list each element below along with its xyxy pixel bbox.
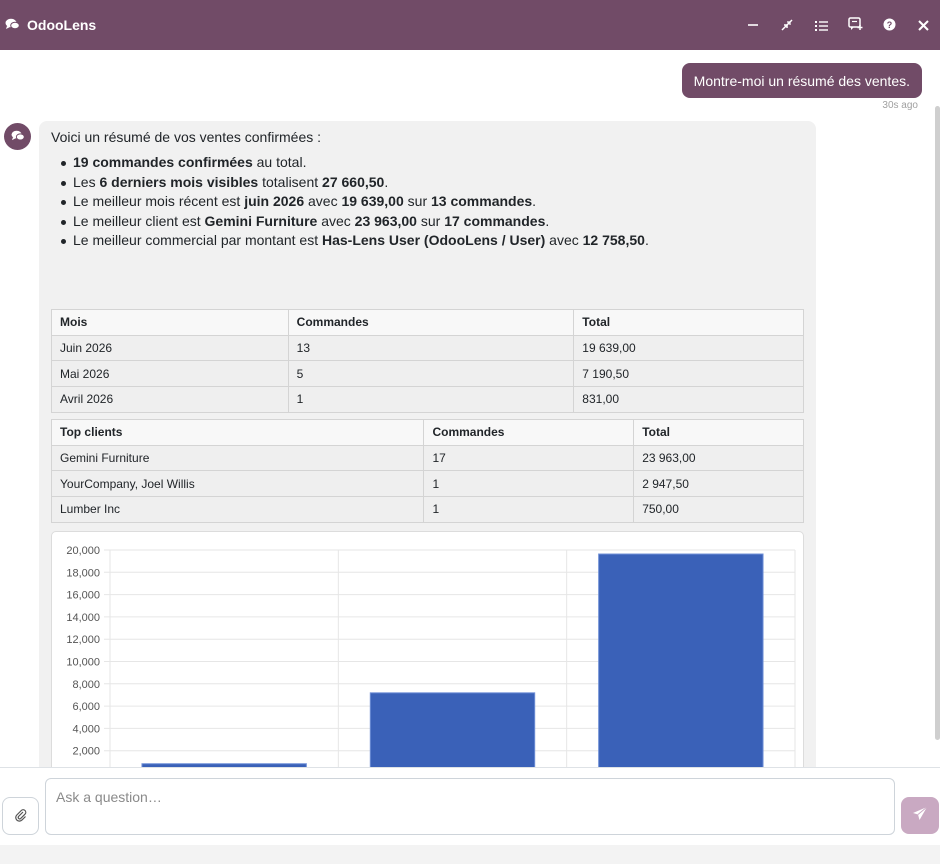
table-cell: Lumber Inc	[50, 496, 425, 523]
table-cell: 2 947,50	[633, 470, 804, 498]
column-header: Total	[573, 309, 804, 336]
table-cell: Gemini Furniture	[50, 444, 425, 472]
table-row: YourCompany, Joel Willis 1 2 947,50	[50, 470, 804, 498]
table-row: Mai 2026 5 7 190,50	[51, 360, 804, 388]
table-row: Gemini Furniture 17 23 963,00	[50, 444, 804, 472]
help-icon: ?	[883, 16, 896, 35]
chat-bubbles-icon	[5, 16, 20, 35]
chat-area[interactable]: Montre-moi un résumé des ventes. 30s ago…	[0, 50, 940, 768]
table-cell: 1	[423, 470, 635, 498]
bar	[369, 692, 536, 768]
table-row: Lumber Inc 1 750,00	[50, 496, 804, 523]
minimize-button[interactable]	[736, 0, 770, 50]
column-header: Mois	[51, 309, 289, 336]
summary-item: 19 commandes confirmées au total.	[51, 153, 811, 173]
chat-scrollbar[interactable]	[935, 106, 940, 740]
table-cell: 750,00	[633, 496, 804, 523]
table-cell: 831,00	[573, 386, 804, 413]
table-cell: YourCompany, Joel Willis	[50, 470, 425, 498]
table-row: Juin 2026 13 19 639,00	[51, 334, 804, 362]
summary-item: Les 6 derniers mois visibles totalisent …	[51, 173, 811, 193]
user-message-text: Montre-moi un résumé des ventes.	[693, 72, 910, 89]
y-tick-label: 12,000	[66, 634, 100, 646]
send-button[interactable]	[901, 797, 939, 834]
summary-item: Le meilleur mois récent est juin 2026 av…	[51, 192, 811, 212]
user-message: Montre-moi un résumé des ventes.	[681, 63, 922, 98]
y-tick-label: 16,000	[66, 590, 100, 602]
question-input[interactable]	[45, 778, 895, 835]
column-header: Total	[633, 419, 804, 446]
column-header: Top clients	[50, 419, 425, 446]
y-tick-label: 6,000	[72, 701, 100, 713]
table-cell: 1	[287, 386, 575, 413]
help-button[interactable]: ?	[872, 0, 906, 50]
send-icon	[912, 806, 928, 825]
list-icon	[814, 16, 828, 35]
minimize-icon	[747, 16, 759, 35]
y-tick-label: 10,000	[66, 657, 100, 669]
new-chat-button[interactable]	[838, 0, 872, 50]
y-tick-label: 18,000	[66, 567, 100, 579]
y-tick-label: 20,000	[66, 545, 100, 557]
summary-item: Le meilleur client est Gemini Furniture …	[51, 212, 811, 232]
bottom-strip	[0, 845, 940, 864]
app-title: OdooLens	[27, 17, 97, 33]
app-header: OdooLens ?	[0, 0, 940, 50]
table-row: Avril 2026 1 831,00	[51, 386, 804, 413]
table-cell: 23 963,00	[633, 444, 804, 472]
list-button[interactable]	[804, 0, 838, 50]
summary-item: Le meilleur commercial par montant est H…	[51, 231, 811, 251]
table-cell: Avril 2026	[51, 386, 289, 413]
paperclip-icon	[14, 807, 27, 826]
bot-intro: Voici un résumé de vos ventes confirmées…	[51, 129, 322, 145]
collapse-icon	[781, 16, 793, 35]
table-cell: 17	[423, 444, 635, 472]
table-cell: 13	[287, 334, 575, 362]
table-cell: 5	[287, 360, 575, 388]
table-cell: Mai 2026	[51, 360, 289, 388]
table-header-row: Mois Commandes Total	[51, 309, 804, 336]
composer-divider	[0, 767, 940, 768]
bot-message: Voici un résumé de vos ventes confirmées…	[39, 121, 816, 768]
table-header-row: Top clients Commandes Total	[50, 419, 804, 446]
clients-table: Top clients Commandes Total Gemini Furni…	[50, 419, 804, 523]
bar	[598, 553, 764, 768]
sales-chart: 0 2,000 4,000 6,000 8,000 10,000 12,000 14,000 1…	[51, 531, 804, 768]
summary-list: 19 commandes confirmées au total. Les 6 …	[51, 153, 811, 251]
svg-text:?: ?	[886, 20, 892, 30]
table-cell: Juin 2026	[51, 334, 289, 362]
column-header: Commandes	[423, 419, 635, 446]
bar	[141, 763, 307, 768]
bar-chart: 02,0004,0006,0008,00010,00012,00014,0001…	[66, 545, 796, 768]
close-icon	[917, 16, 929, 35]
column-header: Commandes	[287, 309, 575, 336]
new-chat-icon	[847, 16, 863, 35]
brand: OdooLens	[5, 16, 96, 35]
y-tick-label: 4,000	[72, 723, 100, 735]
table-cell: 1	[423, 496, 635, 523]
collapse-button[interactable]	[770, 0, 804, 50]
attach-button[interactable]	[2, 797, 39, 835]
close-button[interactable]	[906, 0, 940, 50]
months-table: Mois Commandes Total Juin 2026 13 19 639…	[51, 309, 804, 413]
y-tick-label: 14,000	[66, 612, 100, 624]
chat-bubbles-icon	[11, 127, 25, 146]
y-tick-label: 8,000	[72, 679, 100, 691]
table-cell: 7 190,50	[573, 360, 804, 388]
bot-avatar	[4, 123, 31, 150]
table-cell: 19 639,00	[573, 334, 804, 362]
y-tick-label: 2,000	[72, 746, 100, 758]
message-timestamp: 30s ago	[882, 100, 918, 111]
